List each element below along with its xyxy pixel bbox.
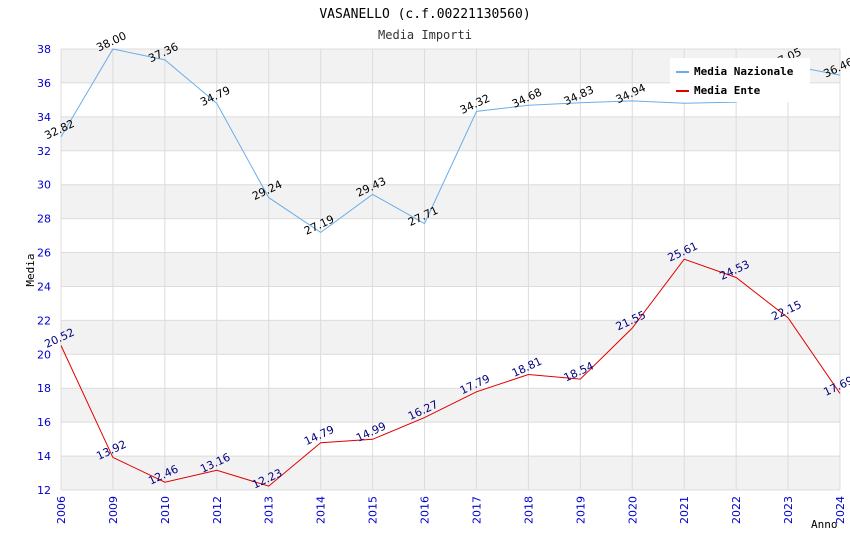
x-tick-label: 2017 — [470, 496, 483, 524]
x-axis-ticks: 2006 2009 2010 2012 2013 2014 2015 2016 2017 2018… — [55, 496, 847, 524]
grid-lines — [60, 48, 841, 491]
chart-title: VASANELLO (c.f.00221130560) — [319, 7, 530, 22]
x-tick-label: 2019 — [574, 496, 587, 524]
x-tick-label: 2021 — [678, 496, 691, 524]
y-tick-label: 28 — [37, 213, 51, 226]
data-label: 14.99 — [354, 420, 388, 445]
x-tick-label: 2024 — [834, 496, 847, 524]
data-label: 34.68 — [510, 86, 544, 111]
data-label: 18.81 — [510, 355, 544, 380]
legend-label-media-nazionale: Media Nazionale — [694, 65, 794, 78]
x-tick-label: 2015 — [367, 496, 380, 524]
chart-subtitle: Media Importi — [378, 28, 472, 42]
legend-label-media-ente: Media Ente — [694, 84, 761, 97]
x-axis-label: Anno — [811, 518, 838, 531]
x-tick-label: 2023 — [782, 496, 795, 524]
y-tick-label: 30 — [37, 179, 51, 192]
y-tick-label: 32 — [37, 145, 51, 158]
y-tick-label: 26 — [37, 247, 51, 260]
data-label: 34.32 — [458, 92, 492, 117]
grid-band — [61, 184, 840, 219]
x-tick-label: 2006 — [55, 496, 68, 524]
x-tick-label: 2012 — [211, 496, 224, 524]
x-tick-label: 2014 — [315, 496, 328, 524]
series-line-1 — [60, 258, 841, 487]
y-tick-label: 24 — [37, 280, 51, 293]
x-tick-label: 2022 — [730, 496, 743, 524]
legend-box — [670, 58, 810, 102]
grid-band — [61, 252, 840, 287]
x-tick-label: 2010 — [159, 496, 172, 524]
x-tick-label: 2013 — [263, 496, 276, 524]
y-tick-label: 22 — [37, 314, 51, 327]
data-label: 34.79 — [198, 84, 232, 109]
y-tick-label: 38 — [37, 43, 51, 56]
y-axis-label: Media — [24, 253, 37, 286]
x-tick-label: 2016 — [419, 496, 432, 524]
y-tick-label: 34 — [37, 111, 51, 124]
data-label: 34.94 — [614, 81, 648, 106]
grid-bands — [61, 49, 840, 490]
x-tick-label: 2009 — [107, 496, 120, 524]
y-tick-label: 36 — [37, 77, 51, 90]
legend: Media Nazionale Media Ente — [670, 58, 810, 102]
grid-band — [61, 116, 840, 151]
x-tick-label: 2018 — [522, 496, 535, 524]
y-tick-label: 18 — [37, 382, 51, 395]
series-line-0 — [60, 48, 841, 234]
y-tick-label: 14 — [37, 450, 51, 463]
y-tick-label: 16 — [37, 416, 51, 429]
data-label: 34.83 — [562, 83, 596, 108]
y-tick-label: 12 — [37, 484, 51, 497]
y-tick-label: 20 — [37, 348, 51, 361]
grid-band — [61, 456, 840, 490]
data-label: 22.15 — [770, 298, 804, 323]
y-axis-ticks: 12 14 16 18 20 22 24 26 28 30 32 34 36 38 — [37, 43, 51, 497]
x-tick-label: 2020 — [626, 496, 639, 524]
data-label: 18.54 — [562, 359, 596, 384]
grid-band — [61, 320, 840, 355]
